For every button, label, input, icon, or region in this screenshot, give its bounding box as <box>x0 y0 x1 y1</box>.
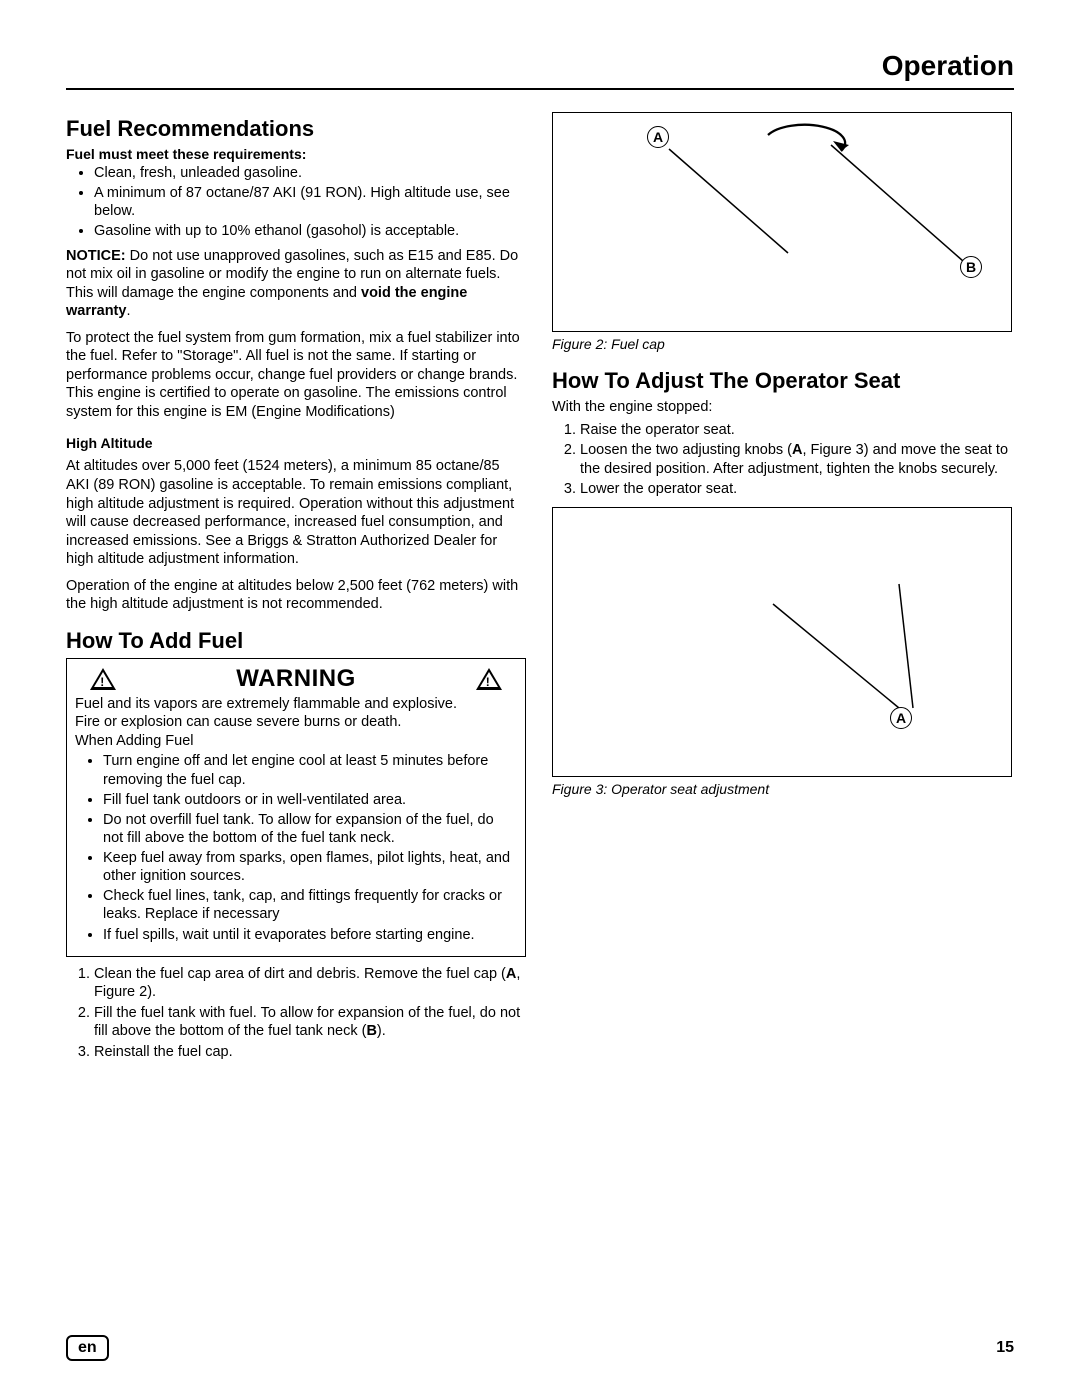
figure-3-box: A <box>552 507 1012 777</box>
figure-2-box: A B <box>552 112 1012 332</box>
fuel-req-list: Clean, fresh, unleaded gasoline. A minim… <box>66 164 526 241</box>
right-column: A B Figure 2: Fuel cap How To Adjust The… <box>552 112 1012 1065</box>
high-altitude-p1: At altitudes over 5,000 feet (1524 meter… <box>66 457 526 568</box>
left-column: Fuel Recommendations Fuel must meet thes… <box>66 112 526 1065</box>
list-item: Clean the fuel cap area of dirt and debr… <box>94 965 526 1002</box>
page-footer: en 15 <box>66 1335 1014 1361</box>
page-number: 15 <box>996 1339 1014 1357</box>
warning-intro-3: When Adding Fuel <box>75 732 517 751</box>
heading-adjust-seat: How To Adjust The Operator Seat <box>552 368 1012 394</box>
figure-3-svg <box>553 508 1013 778</box>
list-item: Fill fuel tank outdoors or in well-venti… <box>103 791 517 809</box>
heading-high-altitude: High Altitude <box>66 435 526 451</box>
warning-triangle-icon: ! <box>90 668 116 690</box>
list-item: Do not overfill fuel tank. To allow for … <box>103 811 517 847</box>
figure-2-label-b: B <box>960 256 982 278</box>
step-ref-label: A <box>792 442 802 458</box>
list-item: Raise the operator seat. <box>580 421 1012 440</box>
step-text: Loosen the two adjusting knobs ( <box>580 442 792 458</box>
list-item: Turn engine off and let engine cool at l… <box>103 752 517 788</box>
list-item: Clean, fresh, unleaded gasoline. <box>94 164 526 182</box>
figure-2-label-a: A <box>647 126 669 148</box>
seat-intro: With the engine stopped: <box>552 398 1012 417</box>
seat-steps: Raise the operator seat. Loosen the two … <box>552 421 1012 499</box>
heading-how-to-add-fuel: How To Add Fuel <box>66 628 526 654</box>
figure-3-label-a: A <box>890 707 912 729</box>
fuel-req-intro: Fuel must meet these requirements: <box>66 146 526 162</box>
figure-2-svg <box>553 113 1013 333</box>
list-item: Fill the fuel tank with fuel. To allow f… <box>94 1004 526 1041</box>
figure-3-caption: Figure 3: Operator seat adjustment <box>552 781 1012 797</box>
list-item: Keep fuel away from sparks, open flames,… <box>103 849 517 885</box>
warning-title: WARNING <box>236 665 356 693</box>
list-item: Lower the operator seat. <box>580 480 1012 499</box>
warning-intro-2: Fire or explosion can cause severe burns… <box>75 713 517 732</box>
page-header: Operation <box>66 50 1014 90</box>
warning-box: ! WARNING ! Fuel and its vapors are extr… <box>66 658 526 957</box>
step-text: Fill the fuel tank with fuel. To allow f… <box>94 1005 520 1040</box>
list-item: A minimum of 87 octane/87 AKI (91 RON). … <box>94 184 526 220</box>
step-ref-label: B <box>366 1023 376 1039</box>
list-item: Loosen the two adjusting knobs (A, Figur… <box>580 441 1012 478</box>
list-item: Reinstall the fuel cap. <box>94 1043 526 1062</box>
warning-header: ! WARNING ! <box>75 665 517 693</box>
high-altitude-p2: Operation of the engine at altitudes bel… <box>66 577 526 614</box>
page-title: Operation <box>66 50 1014 82</box>
list-item: Check fuel lines, tank, cap, and fitting… <box>103 887 517 923</box>
add-fuel-steps: Clean the fuel cap area of dirt and debr… <box>66 965 526 1062</box>
figure-2-caption: Figure 2: Fuel cap <box>552 336 1012 352</box>
warning-triangle-icon: ! <box>476 668 502 690</box>
heading-fuel-recommendations: Fuel Recommendations <box>66 116 526 142</box>
list-item: If fuel spills, wait until it evaporates… <box>103 926 517 944</box>
step-ref-label: A <box>506 966 516 982</box>
list-item: Gasoline with up to 10% ethanol (gasohol… <box>94 222 526 240</box>
content-columns: Fuel Recommendations Fuel must meet thes… <box>66 112 1014 1065</box>
language-badge: en <box>66 1335 109 1361</box>
notice-paragraph: NOTICE: Do not use unapproved gasolines,… <box>66 247 526 321</box>
stabilizer-paragraph: To protect the fuel system from gum form… <box>66 329 526 422</box>
step-text: Clean the fuel cap area of dirt and debr… <box>94 966 506 982</box>
warning-intro-1: Fuel and its vapors are extremely flamma… <box>75 695 517 714</box>
notice-period: . <box>126 303 130 319</box>
step-text: ). <box>377 1023 386 1039</box>
warning-list: Turn engine off and let engine cool at l… <box>75 752 517 943</box>
notice-label: NOTICE: <box>66 248 126 264</box>
